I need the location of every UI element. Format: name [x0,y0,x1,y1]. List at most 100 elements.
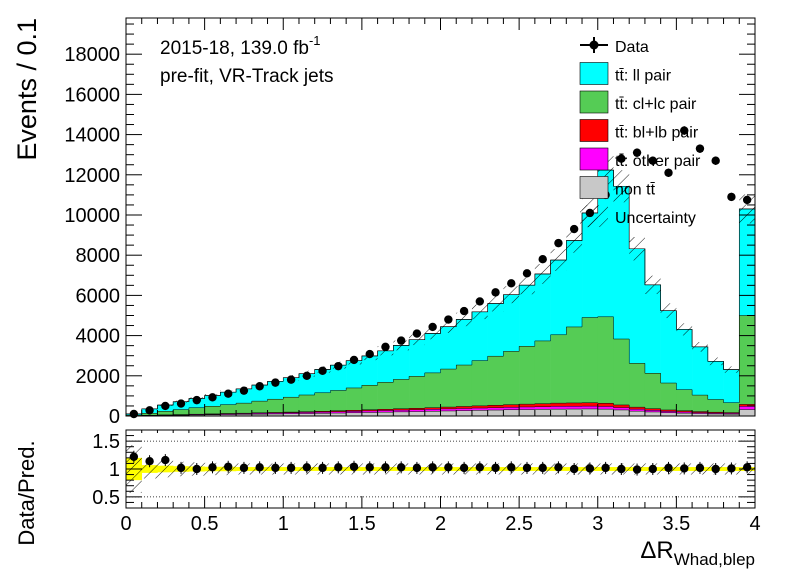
bar-non-tt- [283,413,300,416]
ratio-point [302,463,312,472]
legend-label: Data [615,39,649,56]
bar-tt-cl-lc-pair [377,382,394,410]
ratio-point [239,463,249,473]
bar-non-tt- [251,414,268,416]
data-point [522,269,532,278]
bar-tt-cl-lc-pair [487,356,504,406]
bar-tt-cl-lc-pair [660,383,677,410]
legend-label: Uncertainty [615,210,696,227]
legend-label: tt̄: bl+lb pair [615,125,699,142]
bar-tt-ll-pair [629,248,646,364]
uncertainty-band [676,323,693,336]
y-axis-label: Events / 0.1 [12,18,42,161]
bar-non-tt- [739,409,756,416]
bar-tt-ll-pair [503,294,520,352]
ratio-point [145,457,154,466]
bar-tt-bl-lb-pair [676,410,693,412]
data-point [255,382,264,391]
ratio-point [444,463,453,472]
bar-tt-other-pair [220,413,237,415]
bar-tt-bl-lb-pair [251,412,268,414]
ratio-point [585,464,595,473]
bar-tt-bl-lb-pair [267,412,284,413]
uncertainty-band [629,237,645,261]
bar-non-tt- [487,410,504,416]
data-point [224,389,233,398]
bar-tt-ll-pair [519,285,536,347]
ratio-point [176,463,186,473]
bar-tt-bl-lb-pair [660,409,677,412]
ratio-point [711,464,720,474]
uncertainty-band [393,340,410,351]
bar-tt-ll-pair [251,385,268,402]
x-tick-label: 3.5 [662,513,690,535]
data-point [286,375,296,384]
bar-tt-other-pair [582,406,599,409]
bar-tt-ll-pair [550,260,567,335]
bar-tt-bl-lb-pair [377,409,394,411]
bar-tt-ll-pair [566,240,583,327]
bar-non-tt- [644,411,661,416]
bar-tt-cl-lc-pair [613,339,630,405]
bar-tt-ll-pair [346,360,363,388]
data-point [459,306,469,316]
bar-tt-bl-lb-pair [361,409,378,411]
ratio-point [349,462,359,471]
bar-tt-other-pair [707,413,724,414]
x-axis-label: ΔRWhad,blep [640,537,755,569]
uncertainty-band [707,357,724,366]
bar-tt-ll-pair [534,273,551,341]
bar-tt-cl-lc-pair [503,351,520,405]
bar-non-tt- [676,413,693,416]
bar-tt-ll-pair [456,319,473,366]
bar-tt-cl-lc-pair [236,403,253,414]
ratio-point [208,463,217,472]
bar-tt-other-pair [566,406,583,410]
bar-tt-other-pair [676,411,693,414]
data-point [695,144,705,153]
layer-edge [126,315,755,416]
legend-data-marker [589,40,599,50]
bar-tt-bl-lb-pair [471,405,488,409]
x-tick-label: 2 [435,513,446,535]
data-point [412,329,422,338]
bar-non-tt- [566,409,583,416]
legend-label: tt̄: other pair [615,153,701,170]
data-point [334,361,343,371]
y-tick-label: 16000 [64,84,120,106]
bar-tt-cl-lc-pair [566,326,583,403]
ratio-point [617,464,626,474]
bar-tt-cl-lc-pair [393,379,410,409]
data-point [554,238,563,248]
legend-label: tt̄: ll pair [615,68,672,85]
bar-tt-cl-lc-pair [204,406,221,414]
ratio-point [396,463,406,472]
uncertainty-band [692,342,708,352]
bar-tt-other-pair [424,409,441,412]
data-point [192,395,201,405]
data-point [475,297,485,306]
bar-tt-cl-lc-pair [267,399,284,413]
ratio-point [569,464,579,474]
bar-tt-cl-lc-pair [409,376,426,409]
bar-tt-cl-lc-pair [220,404,237,414]
bar-tt-bl-lb-pair [644,408,661,411]
data-point [664,168,673,177]
bar-tt-other-pair [377,410,394,413]
bar-tt-cl-lc-pair [644,373,661,409]
bar-non-tt- [330,413,347,416]
bar-tt-bl-lb-pair [298,411,315,413]
ratio-point [695,463,705,473]
bar-tt-other-pair [361,410,378,413]
bar-tt-other-pair [440,408,457,411]
bar-tt-ll-pair [298,373,315,395]
ratio-point [742,463,752,472]
bar-non-tt- [707,413,724,416]
bar-tt-cl-lc-pair [361,385,378,410]
bar-tt-other-pair [298,412,315,414]
bar-tt-bl-lb-pair [503,404,520,408]
data-point [396,336,406,345]
bar-tt-other-pair [519,406,536,410]
ratio-point [475,463,485,472]
